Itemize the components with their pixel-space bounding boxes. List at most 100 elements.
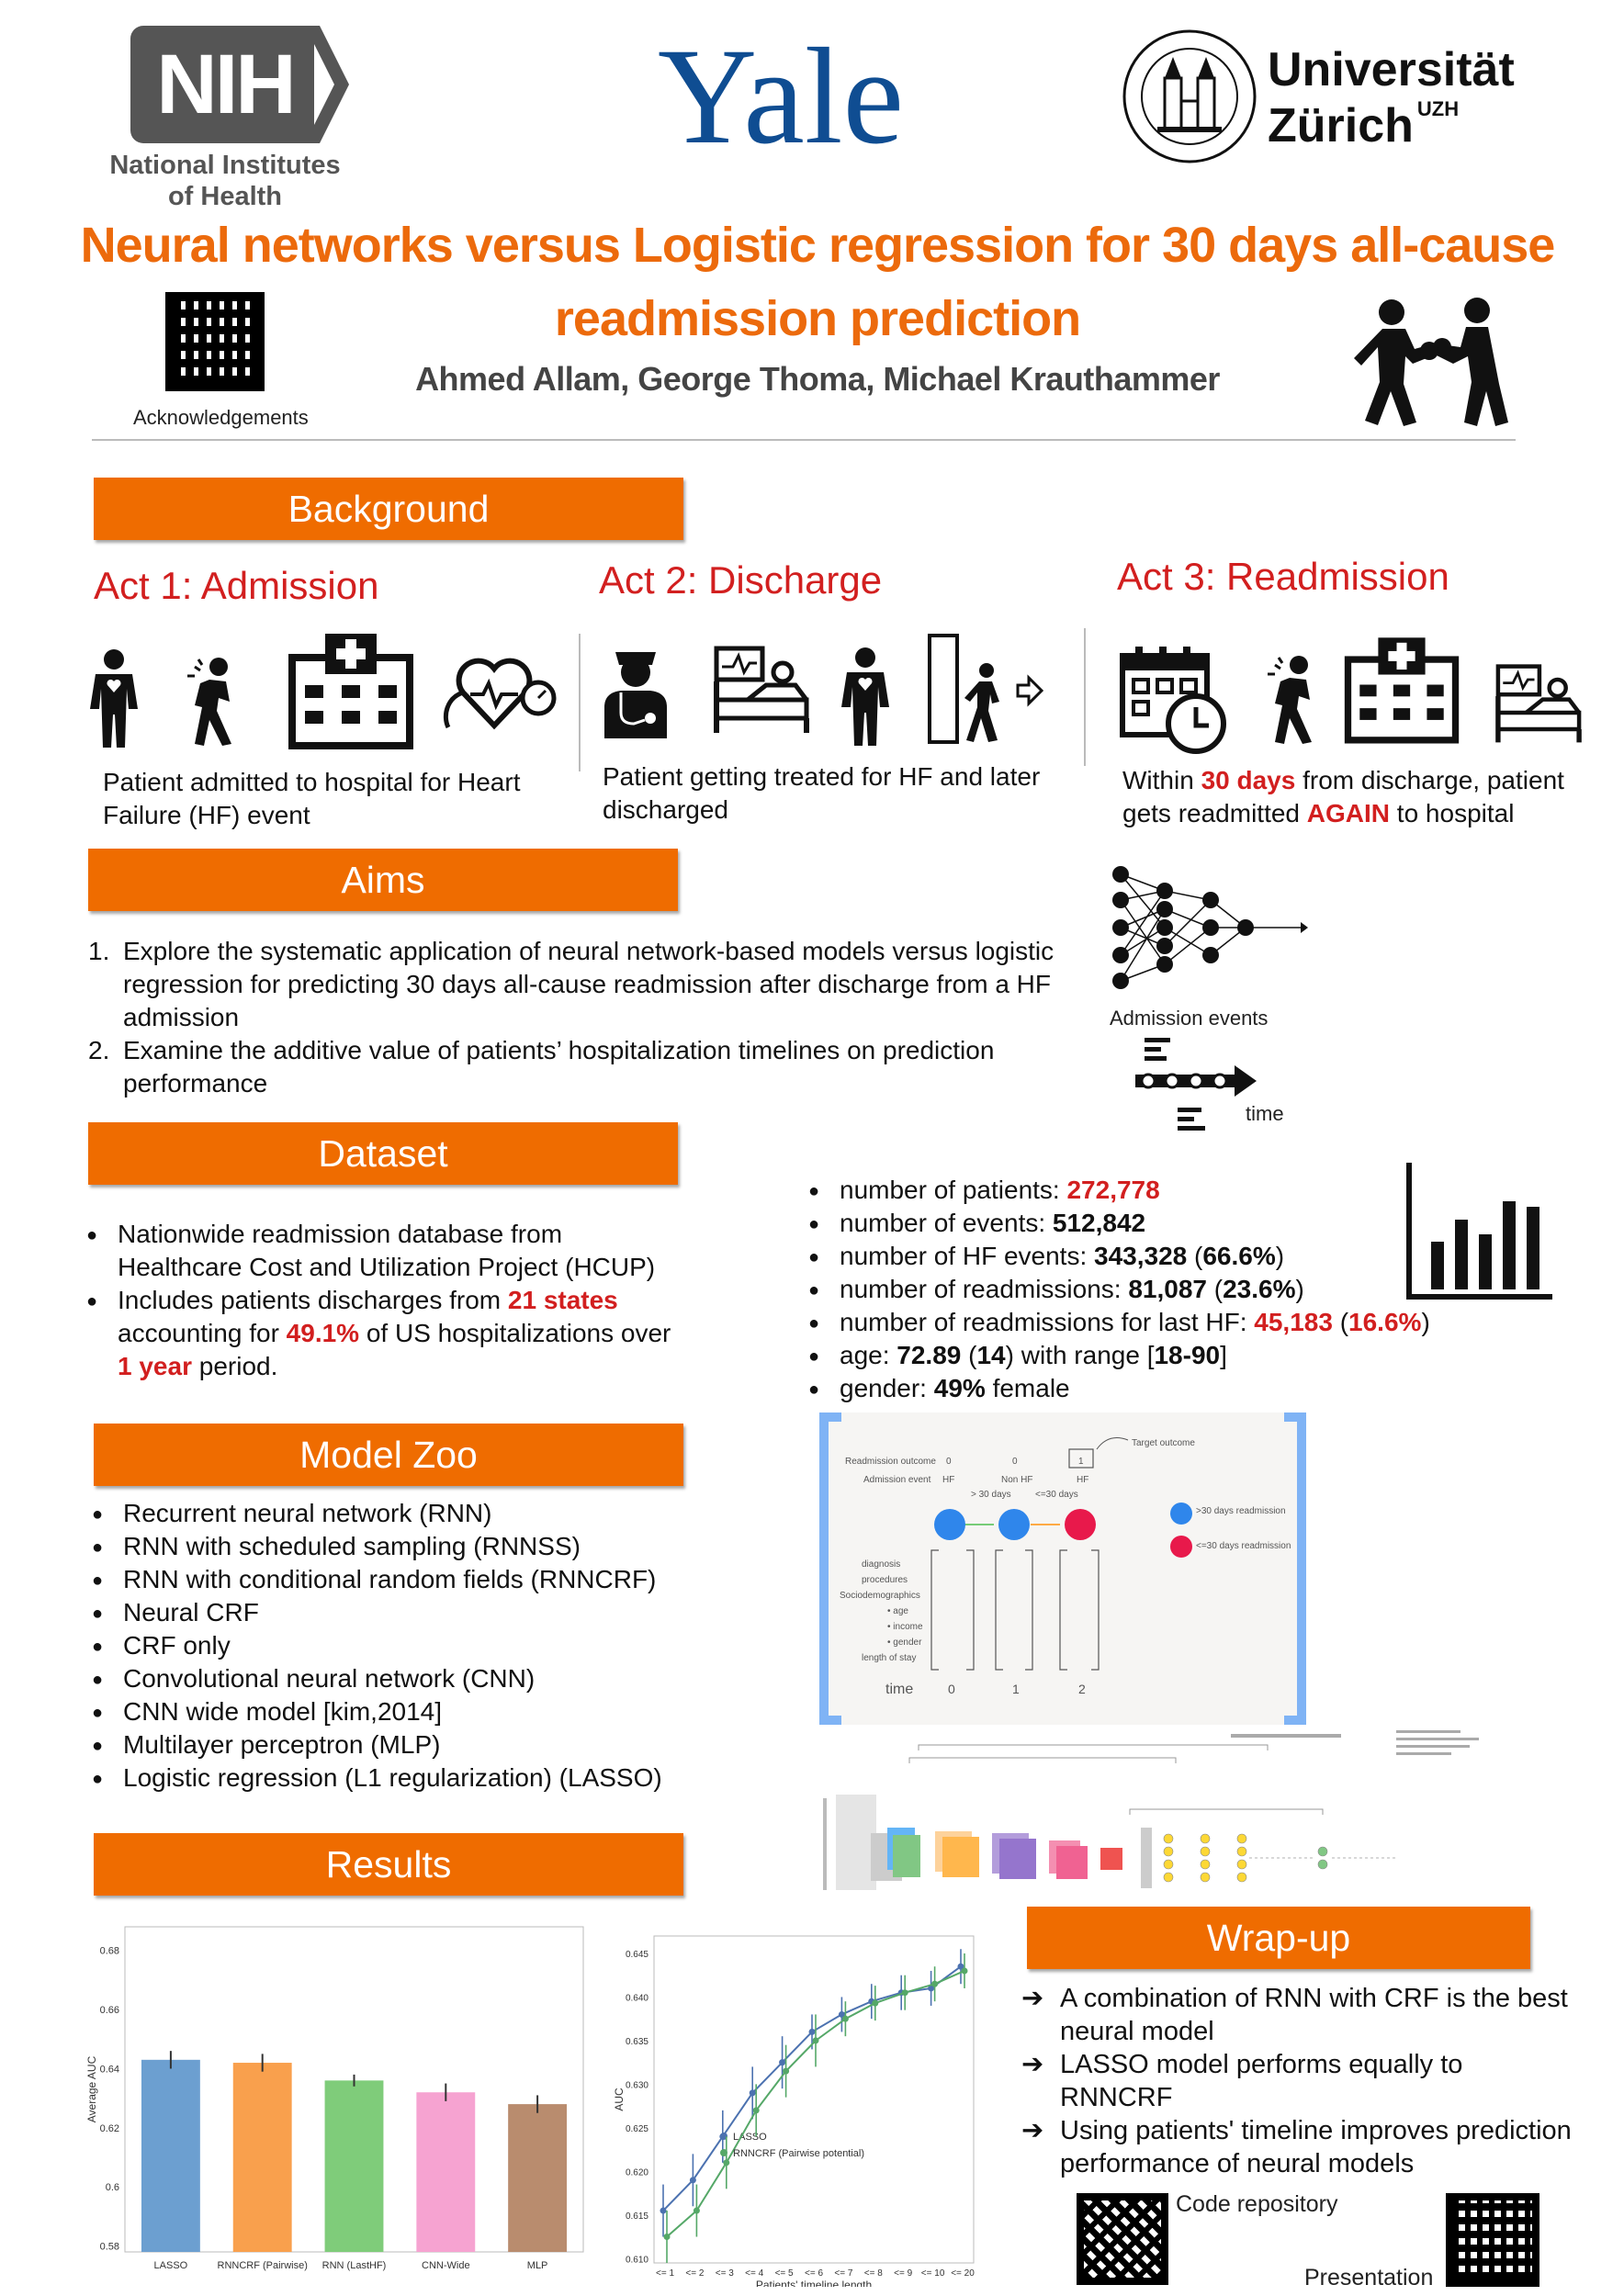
dataset-states-mid1: accounting for bbox=[118, 1319, 287, 1347]
model-zoo-item: Multilayer perceptron (MLP) bbox=[90, 1728, 806, 1762]
act1-description: Patient admitted to hospital for Heart F… bbox=[103, 768, 521, 829]
presentation-label: Presentation bbox=[1304, 2265, 1434, 2290]
fig-event-1: Non HF bbox=[1001, 1475, 1032, 1485]
fig-gap2: <=30 days bbox=[1035, 1490, 1078, 1500]
fig-event-dot-0 bbox=[934, 1509, 965, 1540]
fig-legend-blue-dot bbox=[1170, 1503, 1192, 1525]
yale-logo: Yale bbox=[657, 20, 905, 173]
act3-desc-highlight-30days: 30 days bbox=[1201, 766, 1296, 794]
line-chart-xtick: <= 4 bbox=[745, 2268, 763, 2279]
background-heading: Background bbox=[94, 478, 683, 540]
line-chart-point bbox=[783, 2067, 790, 2075]
uzh-zurich: Zürich bbox=[1268, 99, 1414, 152]
dataset-item-hcup: Nationwide readmission database from Hea… bbox=[85, 1218, 672, 1284]
dataset-stat-item: number of readmissions: 81,087 (23.6%) bbox=[806, 1273, 1615, 1307]
line-chart-ytick: 0.625 bbox=[626, 2124, 648, 2134]
code-repository-qr-code[interactable] bbox=[1077, 2193, 1168, 2285]
wrapup-item: Using patients' timeline improves predic… bbox=[1021, 2114, 1573, 2180]
hospital-bed-readmit-icon bbox=[1495, 664, 1582, 743]
boxing-people-icon bbox=[1354, 298, 1508, 426]
stat-value: 81,087 bbox=[1128, 1275, 1207, 1303]
line-chart-ylabel: AUC bbox=[613, 2088, 626, 2111]
auc-bar-chart: 0.58 0.6 0.62 0.64 0.66 0.68 Average AUC LASSO R… bbox=[85, 1926, 584, 2271]
line-chart-ytick: 0.620 bbox=[626, 2167, 648, 2178]
fig-legend-red-label: <=30 days readmission bbox=[1196, 1541, 1291, 1551]
fig-legend-blue-label: >30 days readmission bbox=[1196, 1506, 1286, 1516]
fig-feature-label: length of stay bbox=[862, 1653, 916, 1663]
nih-name-line2: of Health bbox=[167, 182, 283, 211]
dataset-stat-item: gender: 49% female bbox=[806, 1372, 1615, 1406]
line-chart-point bbox=[752, 2107, 760, 2114]
bar-chart-xtick: RNN (LastHF) bbox=[322, 2260, 387, 2271]
act3-desc-post: to hospital bbox=[1390, 799, 1515, 827]
act2-description: Patient getting treated for HF and later… bbox=[603, 762, 1041, 824]
hospital-readmit-icon bbox=[1344, 637, 1460, 744]
dataset-states-post: period. bbox=[191, 1352, 278, 1380]
healthy-person-icon bbox=[841, 647, 889, 746]
presentation-qr-code[interactable] bbox=[1446, 2193, 1539, 2287]
bar-chart-xtick: MLP bbox=[527, 2260, 548, 2271]
model-zoo-item: CNN wide model [kim,2014] bbox=[90, 1695, 806, 1729]
line-chart-point bbox=[957, 1963, 964, 1970]
fig-event-2: HF bbox=[1077, 1475, 1088, 1485]
fig-feature-label: • gender bbox=[887, 1638, 922, 1648]
dataset-states-count: 21 states bbox=[507, 1286, 618, 1314]
aims-item: 2. Examine the additive value of patients… bbox=[88, 1034, 1089, 1100]
uzh-name-line1: Universität bbox=[1268, 43, 1515, 96]
fig-outcome-0: 0 bbox=[946, 1457, 952, 1467]
hospital-bed-icon bbox=[714, 646, 809, 733]
act3-title: Act 3: Readmission bbox=[1117, 555, 1449, 598]
line-chart-point bbox=[838, 2010, 845, 2018]
results-heading: Results bbox=[94, 1833, 683, 1896]
bar-chart-bar bbox=[508, 2104, 568, 2252]
dataset-stat-item: number of events: 512,842 bbox=[806, 1207, 1615, 1241]
stat-value: 49% bbox=[933, 1374, 986, 1402]
fig-tick-1: 1 bbox=[1012, 1682, 1020, 1696]
dataset-stat-item: number of readmissions for last HF: 45,1… bbox=[806, 1306, 1615, 1340]
uzh-sup: UZH bbox=[1416, 97, 1460, 120]
dataset-stat-item: age: 72.89 (14) with range [18-90] bbox=[806, 1339, 1615, 1373]
aims-item-text: Explore the systematic application of ne… bbox=[123, 937, 1054, 1031]
line-chart-series-line bbox=[666, 1970, 965, 2238]
bar-chart-ytick: 0.68 bbox=[100, 1946, 119, 1957]
fig-event-dot-1 bbox=[998, 1509, 1030, 1540]
act-divider-1 bbox=[579, 634, 581, 771]
line-chart-ytick: 0.610 bbox=[626, 2255, 648, 2265]
line-chart-series-line bbox=[662, 1965, 962, 2212]
line-chart-legend-label: RNNCRF (Pairwise potential) bbox=[733, 2148, 864, 2159]
bar-chart-bar bbox=[141, 2059, 200, 2252]
nih-name-line1: National Institutes bbox=[109, 151, 341, 180]
calendar-clock-icon bbox=[1120, 647, 1226, 754]
model-zoo-item: RNN with scheduled sampling (RNNSS) bbox=[90, 1530, 806, 1564]
model-zoo-heading: Model Zoo bbox=[94, 1424, 683, 1486]
nih-mark-text: NIH bbox=[156, 38, 296, 131]
fig-tick-2: 2 bbox=[1078, 1682, 1086, 1696]
stat-suffix: female bbox=[985, 1374, 1070, 1402]
sick-person-icon bbox=[187, 658, 231, 746]
line-chart-point bbox=[931, 1980, 939, 1987]
dataset-stat-item: number of HF events: 343,328 (66.6%) bbox=[806, 1240, 1615, 1274]
fig-readmission-outcome-label: Readmission outcome bbox=[845, 1457, 936, 1467]
stat-range: 18-90 bbox=[1154, 1341, 1221, 1369]
stat-value: 512,842 bbox=[1052, 1209, 1146, 1237]
neural-network-icon bbox=[1112, 866, 1308, 989]
acknowledgements-qr-code[interactable] bbox=[165, 292, 265, 391]
line-chart-point bbox=[901, 1989, 908, 1997]
act3-description: Within 30 days from discharge, patient g… bbox=[1122, 764, 1609, 830]
line-chart-point bbox=[689, 2177, 696, 2184]
aims-item-number: 1. bbox=[88, 937, 110, 965]
poster-title-line1: Neural networks versus Logistic regressi… bbox=[80, 218, 1556, 273]
line-chart-ytick: 0.615 bbox=[626, 2212, 648, 2222]
dataset-states-pre: Includes patients discharges from bbox=[118, 1286, 508, 1314]
uzh-logo: Universität Zürich UZH bbox=[1121, 28, 1525, 165]
line-chart-xtick: <= 9 bbox=[894, 2268, 912, 2279]
bar-chart-ytick: 0.64 bbox=[100, 2064, 119, 2075]
bar-chart-ytick: 0.62 bbox=[100, 2123, 119, 2134]
stat-extra: 16.6% bbox=[1348, 1308, 1422, 1336]
fig-feature-label: Sociodemographics bbox=[840, 1591, 920, 1601]
line-chart-point bbox=[660, 2207, 667, 2214]
patient-timeline-figure: Readmission outcome Admission event 0 0 … bbox=[819, 1412, 1306, 1725]
poster-title-line2: readmission prediction bbox=[554, 291, 1081, 346]
bar-chart-xtick: RNNCRF (Pairwise) bbox=[218, 2260, 308, 2271]
line-chart-frame bbox=[653, 1935, 975, 2264]
